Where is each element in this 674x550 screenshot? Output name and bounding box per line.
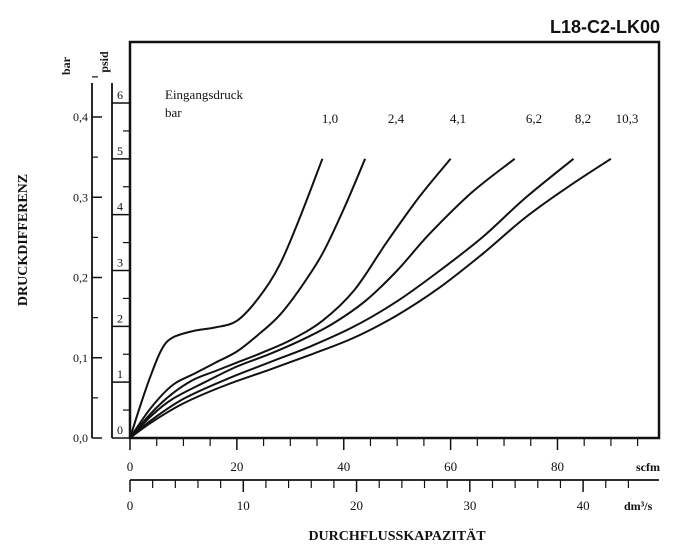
y-psid-tick-label: 4 bbox=[117, 200, 123, 214]
x-dm3s-tick-label: 10 bbox=[237, 498, 250, 513]
series-label: 8,2 bbox=[575, 111, 591, 126]
chart-title: L18-C2-LK00 bbox=[550, 17, 660, 37]
y-psid-tick-label: 6 bbox=[117, 88, 123, 102]
y-psid-tick-label: 2 bbox=[117, 311, 123, 325]
y-bar-tick-label: 0,0 bbox=[73, 431, 88, 445]
y-bar-tick-label: 0,1 bbox=[73, 351, 88, 365]
x-dm3s-tick-label: 30 bbox=[463, 498, 476, 513]
plot-frame bbox=[128, 40, 661, 440]
x-scfm-tick-label: 40 bbox=[337, 459, 350, 474]
y-bar-tick-label: 0,4 bbox=[73, 110, 88, 124]
x-axis-scfm: 0 20 40 60 80 scfm bbox=[127, 438, 660, 474]
y-psid-tick-label: 5 bbox=[117, 144, 123, 158]
x-dm3s-unit: dm³/s bbox=[624, 499, 653, 513]
series-line-4-1 bbox=[129, 158, 452, 439]
y-psid-tick-label: 1 bbox=[117, 367, 123, 381]
legend-title-line2: bar bbox=[165, 105, 182, 120]
series-line-1-0 bbox=[129, 158, 324, 439]
y-psid-unit: psid bbox=[97, 51, 111, 73]
x-scfm-tick-label: 60 bbox=[444, 459, 457, 474]
x-axis-dm3s: 0 10 20 30 40 dm³/s bbox=[127, 479, 659, 513]
x-dm3s-tick-label: 40 bbox=[577, 498, 590, 513]
x-scfm-tick-label: 20 bbox=[230, 459, 243, 474]
x-dm3s-tick-label: 20 bbox=[350, 498, 363, 513]
series-label: 4,1 bbox=[450, 111, 466, 126]
y-bar-tick-label: 0,3 bbox=[73, 190, 88, 204]
y-psid-tick-label: 3 bbox=[117, 256, 123, 270]
x-scfm-unit: scfm bbox=[636, 460, 660, 474]
y-axis-bar: bar 0,0 0,1 0,2 0,3 0,4 bbox=[59, 56, 102, 445]
x-scfm-tick-label: 0 bbox=[127, 459, 134, 474]
series-label: 2,4 bbox=[388, 111, 405, 126]
legend-title-line1: Eingangsdruck bbox=[165, 87, 243, 102]
y-psid-tick-label: 0 bbox=[117, 423, 123, 437]
y-bar-tick-label: 0,2 bbox=[73, 271, 88, 285]
series-line-10-3 bbox=[129, 157, 612, 439]
series-line-2-4 bbox=[129, 158, 367, 439]
series-label: 6,2 bbox=[526, 111, 542, 126]
series-group: 1,0 2,4 4,1 6,2 8,2 10,3 bbox=[129, 111, 639, 439]
series-line-8-2 bbox=[129, 158, 575, 439]
y-axis-label: DRUCKDIFFERENZ bbox=[16, 174, 31, 306]
y-axis-psid: psid 0 1 2 3 4 5 6 bbox=[97, 51, 130, 439]
x-dm3s-tick-label: 0 bbox=[127, 498, 134, 513]
series-label: 1,0 bbox=[322, 111, 338, 126]
y-bar-unit: bar bbox=[59, 56, 73, 75]
series-label: 10,3 bbox=[616, 111, 639, 126]
x-scfm-tick-label: 80 bbox=[551, 459, 564, 474]
series-line-6-2 bbox=[129, 158, 516, 439]
x-axis-label: DURCHFLUSSKAPAZITÄT bbox=[308, 528, 486, 544]
